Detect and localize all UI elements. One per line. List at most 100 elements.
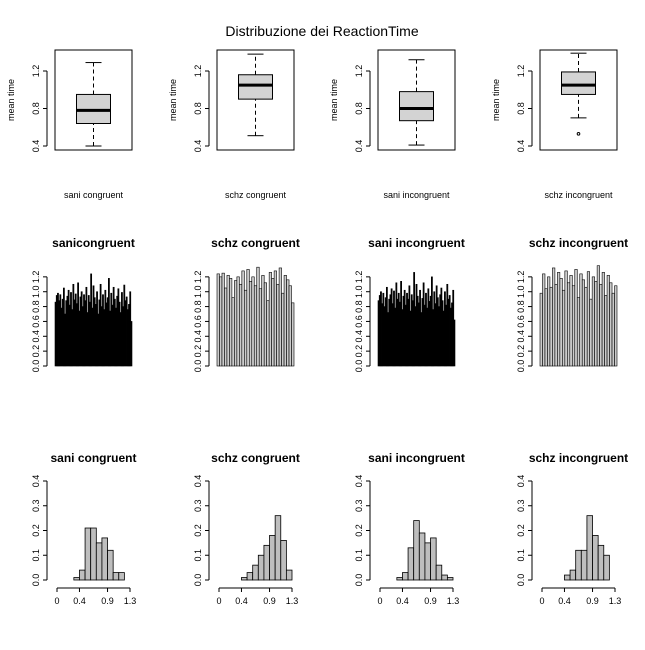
- bar: [239, 283, 243, 367]
- x-tick-label: 1.3: [447, 596, 460, 606]
- plot-frame: [377, 49, 456, 151]
- bar: [567, 282, 571, 367]
- x-tick-label: 0: [54, 596, 59, 606]
- bar: [557, 272, 561, 367]
- figure-title: Distribuzione dei ReactionTime: [225, 23, 418, 39]
- histogram-bar: [418, 532, 426, 581]
- panel-title: sani congruent: [50, 451, 136, 465]
- x-axis-label: schz incongruent: [544, 190, 613, 200]
- histogram-bar: [112, 572, 120, 581]
- y-tick-label: 1.0: [354, 285, 364, 298]
- y-tick-label: 0.2: [354, 524, 364, 537]
- bar: [579, 273, 583, 367]
- y-tick-label: 0.6: [193, 315, 203, 328]
- bar: [281, 292, 285, 367]
- y-tick-label: 0.8: [193, 300, 203, 313]
- bar: [547, 276, 551, 367]
- bar: [261, 275, 265, 367]
- histogram-bar: [413, 520, 420, 581]
- bar: [571, 285, 576, 367]
- y-tick-label: 0.2: [516, 345, 526, 358]
- panel-title: schz congruent: [211, 451, 300, 465]
- histogram-bar: [446, 577, 454, 581]
- y-tick-label: 0.1: [193, 549, 203, 562]
- y-tick-label: 1.2: [516, 65, 526, 78]
- y-tick-label: 0.4: [193, 330, 203, 343]
- y-axis-label: mean time: [168, 79, 178, 121]
- bar: [589, 298, 593, 367]
- y-tick-label: 1.0: [31, 285, 41, 298]
- x-tick-label: 0.4: [558, 596, 571, 606]
- y-tick-label: 0.1: [516, 549, 526, 562]
- x-axis-label: sani incongruent: [383, 190, 450, 200]
- bar: [241, 270, 245, 367]
- bar: [554, 283, 558, 367]
- bar: [216, 273, 220, 367]
- bar: [288, 285, 292, 367]
- bar: [221, 272, 225, 367]
- x-tick-label: 0: [216, 596, 221, 606]
- iqr-box: [399, 91, 434, 122]
- histogram-bar: [586, 515, 593, 581]
- histogram-bar: [95, 542, 103, 581]
- bar: [601, 272, 605, 367]
- y-tick-label: 0.0: [31, 574, 41, 587]
- x-axis-label: schz congruent: [225, 190, 287, 200]
- y-tick-label: 0.2: [354, 345, 364, 358]
- bar: [539, 292, 543, 367]
- y-tick-label: 1.2: [516, 271, 526, 284]
- x-tick-label: 0.9: [263, 596, 276, 606]
- y-tick-label: 0.0: [31, 360, 41, 373]
- histogram-bar: [430, 537, 437, 581]
- y-tick-label: 1.2: [354, 65, 364, 78]
- y-tick-label: 1.2: [193, 65, 203, 78]
- y-tick-label: 1.0: [516, 285, 526, 298]
- y-tick-label: 0.8: [193, 102, 203, 115]
- histogram-bar: [107, 549, 114, 581]
- bar: [246, 269, 250, 367]
- x-tick-label: 0.4: [235, 596, 248, 606]
- bar: [584, 286, 588, 367]
- histogram-bar: [241, 577, 248, 581]
- histogram-bar: [269, 535, 276, 581]
- bar: [229, 278, 233, 367]
- bar: [609, 282, 613, 367]
- histogram-bar: [118, 572, 125, 581]
- y-tick-label: 0.1: [354, 549, 364, 562]
- bar: [234, 280, 238, 367]
- iqr-box: [561, 71, 596, 95]
- histogram-bar: [564, 574, 571, 581]
- y-tick-label: 0.4: [31, 475, 41, 488]
- y-tick-label: 0.1: [31, 549, 41, 562]
- histogram-bar: [569, 569, 577, 581]
- y-tick-label: 0.4: [193, 140, 203, 153]
- histogram-bar: [252, 564, 259, 581]
- bar: [569, 275, 573, 367]
- bar: [253, 285, 258, 367]
- bar: [263, 282, 267, 367]
- y-tick-label: 0.6: [354, 315, 364, 328]
- bar: [291, 302, 295, 367]
- bar: [544, 288, 548, 367]
- outlier-point: [576, 132, 581, 136]
- x-tick-label: 1.3: [124, 596, 137, 606]
- y-tick-label: 0.4: [354, 140, 364, 153]
- histogram-bar: [257, 554, 265, 581]
- bar: [596, 265, 600, 367]
- bar: [611, 292, 615, 367]
- histogram-bar: [79, 569, 86, 581]
- x-axis-label: sani congruent: [64, 190, 124, 200]
- plot-frame: [54, 49, 133, 151]
- x-tick-label: 0.9: [101, 596, 114, 606]
- x-tick-label: 0.4: [73, 596, 86, 606]
- bar: [581, 279, 586, 367]
- y-axis-label: mean time: [6, 79, 16, 121]
- bar: [219, 276, 223, 367]
- histogram-bar: [90, 527, 97, 581]
- y-tick-label: 0.2: [31, 345, 41, 358]
- bar: [273, 270, 277, 367]
- y-tick-label: 0.4: [516, 140, 526, 153]
- y-tick-label: 0.8: [516, 300, 526, 313]
- y-tick-label: 0.8: [516, 102, 526, 115]
